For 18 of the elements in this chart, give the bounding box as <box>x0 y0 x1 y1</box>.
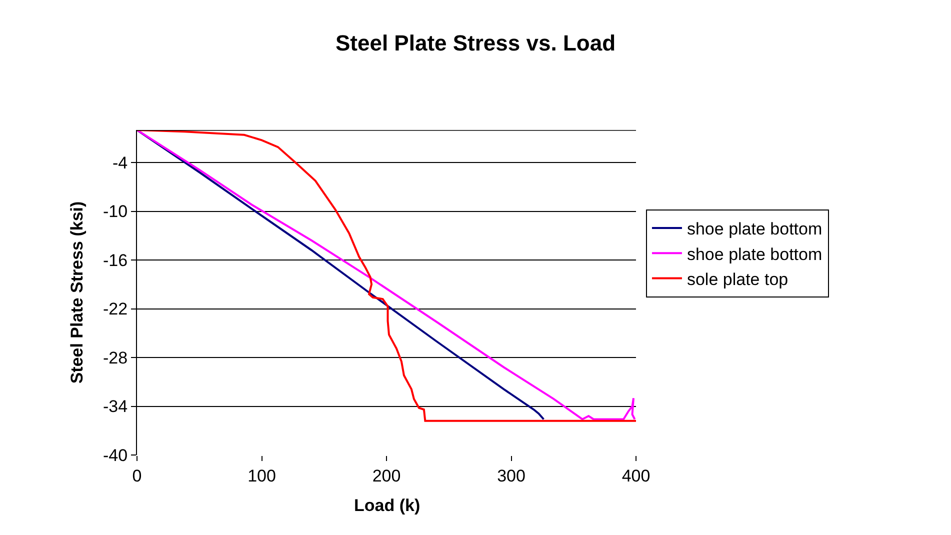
y-tick-label: -40 <box>103 446 128 465</box>
y-tick-label: -16 <box>103 250 128 270</box>
x-tick-label: 200 <box>372 466 401 486</box>
x-tick-label: 100 <box>248 466 276 486</box>
x-axis-title: Load (k) <box>354 496 420 515</box>
x-tick-label: 400 <box>622 466 650 486</box>
x-tick-label: 0 <box>132 466 142 486</box>
y-tick-label: -22 <box>103 300 128 319</box>
y-tick-label: -4 <box>112 153 128 172</box>
y-tick-label: -10 <box>103 202 128 222</box>
legend-label: shoe plate bottom <box>686 244 822 264</box>
y-tick-label: -34 <box>103 397 128 416</box>
legend-label: shoe plate bottom <box>686 220 822 239</box>
chart-title: Steel Plate Stress vs. Load <box>335 30 616 56</box>
y-axis-title: Steel Plate Stress (ksi) <box>68 201 87 384</box>
y-tick-label: -28 <box>103 348 128 368</box>
legend-label: sole plate top <box>686 270 788 289</box>
x-tick-label: 300 <box>497 466 526 486</box>
